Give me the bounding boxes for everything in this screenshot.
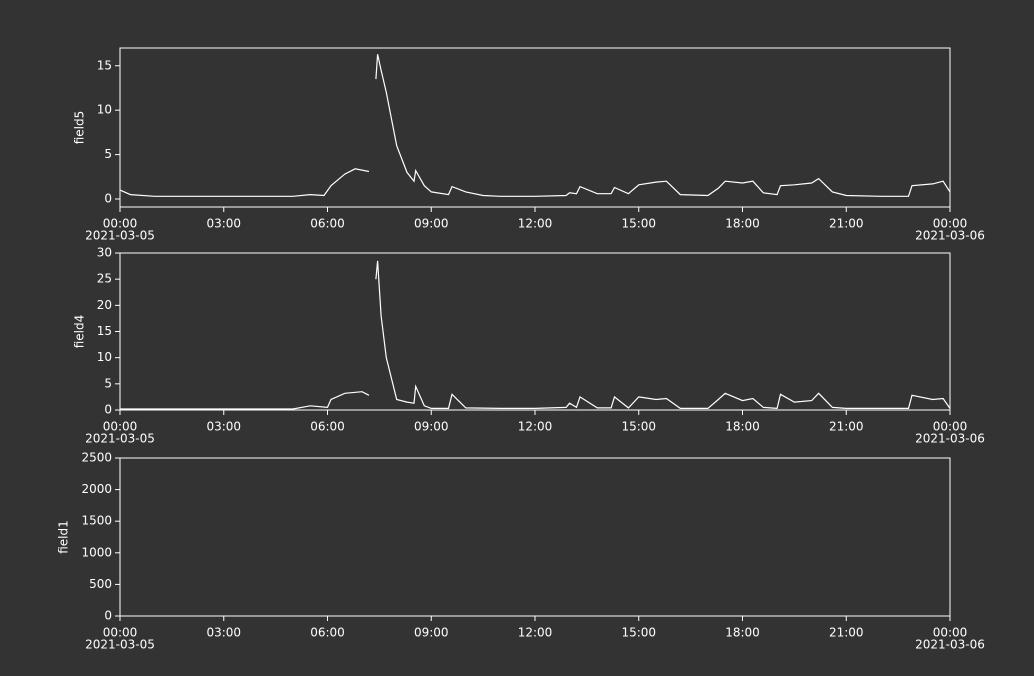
- x-tick-label: 06:00: [310, 626, 345, 640]
- x-tick-label: 03:00: [206, 420, 241, 434]
- date-label: 2021-03-06: [915, 432, 985, 446]
- x-tick-label: 09:00: [414, 626, 449, 640]
- x-tick-label: 21:00: [829, 217, 864, 231]
- x-tick-label: 06:00: [310, 420, 345, 434]
- y-tick-label: 25: [97, 272, 112, 286]
- data-line: [120, 260, 951, 410]
- y-tick-label: 0: [104, 192, 112, 206]
- y-tick-label: 5: [104, 147, 112, 161]
- y-axis-label: field4: [73, 315, 87, 349]
- x-tick-label: 18:00: [725, 217, 760, 231]
- y-tick-label: 1500: [81, 514, 112, 528]
- y-tick-label: 15: [97, 324, 112, 338]
- y-tick-label: 20: [97, 298, 112, 312]
- x-tick-label: 12:00: [518, 217, 553, 231]
- plot-frame: [119, 252, 951, 411]
- x-tick-label: 21:00: [829, 626, 864, 640]
- x-tick-label: 18:00: [725, 626, 760, 640]
- y-tick-label: 5: [104, 376, 112, 390]
- y-tick-label: 10: [97, 103, 112, 117]
- date-label: 2021-03-05: [85, 432, 155, 446]
- date-label: 2021-03-06: [915, 638, 985, 652]
- x-tick-label: 06:00: [310, 217, 345, 231]
- x-tick-label: 09:00: [414, 420, 449, 434]
- data-line: [119, 54, 951, 197]
- x-tick-label: 12:00: [518, 626, 553, 640]
- date-label: 2021-03-05: [85, 638, 155, 652]
- x-tick-label: 00:00: [933, 217, 968, 231]
- x-tick-label: 15:00: [621, 217, 656, 231]
- x-tick-label: 18:00: [725, 420, 760, 434]
- x-tick-label: 03:00: [206, 626, 241, 640]
- y-tick-label: 10: [97, 350, 112, 364]
- x-tick-label: 12:00: [518, 420, 553, 434]
- date-label: 2021-03-05: [85, 229, 155, 243]
- x-tick-label: 00:00: [103, 217, 138, 231]
- y-tick-label: 1000: [81, 545, 112, 559]
- y-tick-label: 2000: [81, 482, 112, 496]
- x-tick-label: 00:00: [933, 420, 968, 434]
- x-tick-label: 15:00: [621, 420, 656, 434]
- x-tick-label: 21:00: [829, 420, 864, 434]
- x-tick-label: 00:00: [103, 626, 138, 640]
- x-tick-label: 00:00: [933, 626, 968, 640]
- y-axis-label: field5: [73, 111, 87, 145]
- y-tick-label: 500: [89, 577, 112, 591]
- y-tick-label: 0: [104, 403, 112, 417]
- x-tick-label: 03:00: [206, 217, 241, 231]
- y-tick-label: 30: [97, 246, 112, 260]
- x-tick-label: 09:00: [414, 217, 449, 231]
- plot-frame: [119, 47, 951, 208]
- y-tick-label: 0: [104, 609, 112, 623]
- y-tick-label: 15: [97, 58, 112, 72]
- plot-frame: [119, 457, 951, 617]
- date-label: 2021-03-06: [915, 229, 985, 243]
- x-tick-label: 15:00: [621, 626, 656, 640]
- x-tick-label: 00:00: [103, 420, 138, 434]
- y-tick-label: 2500: [81, 451, 112, 465]
- y-axis-label: field1: [57, 520, 71, 554]
